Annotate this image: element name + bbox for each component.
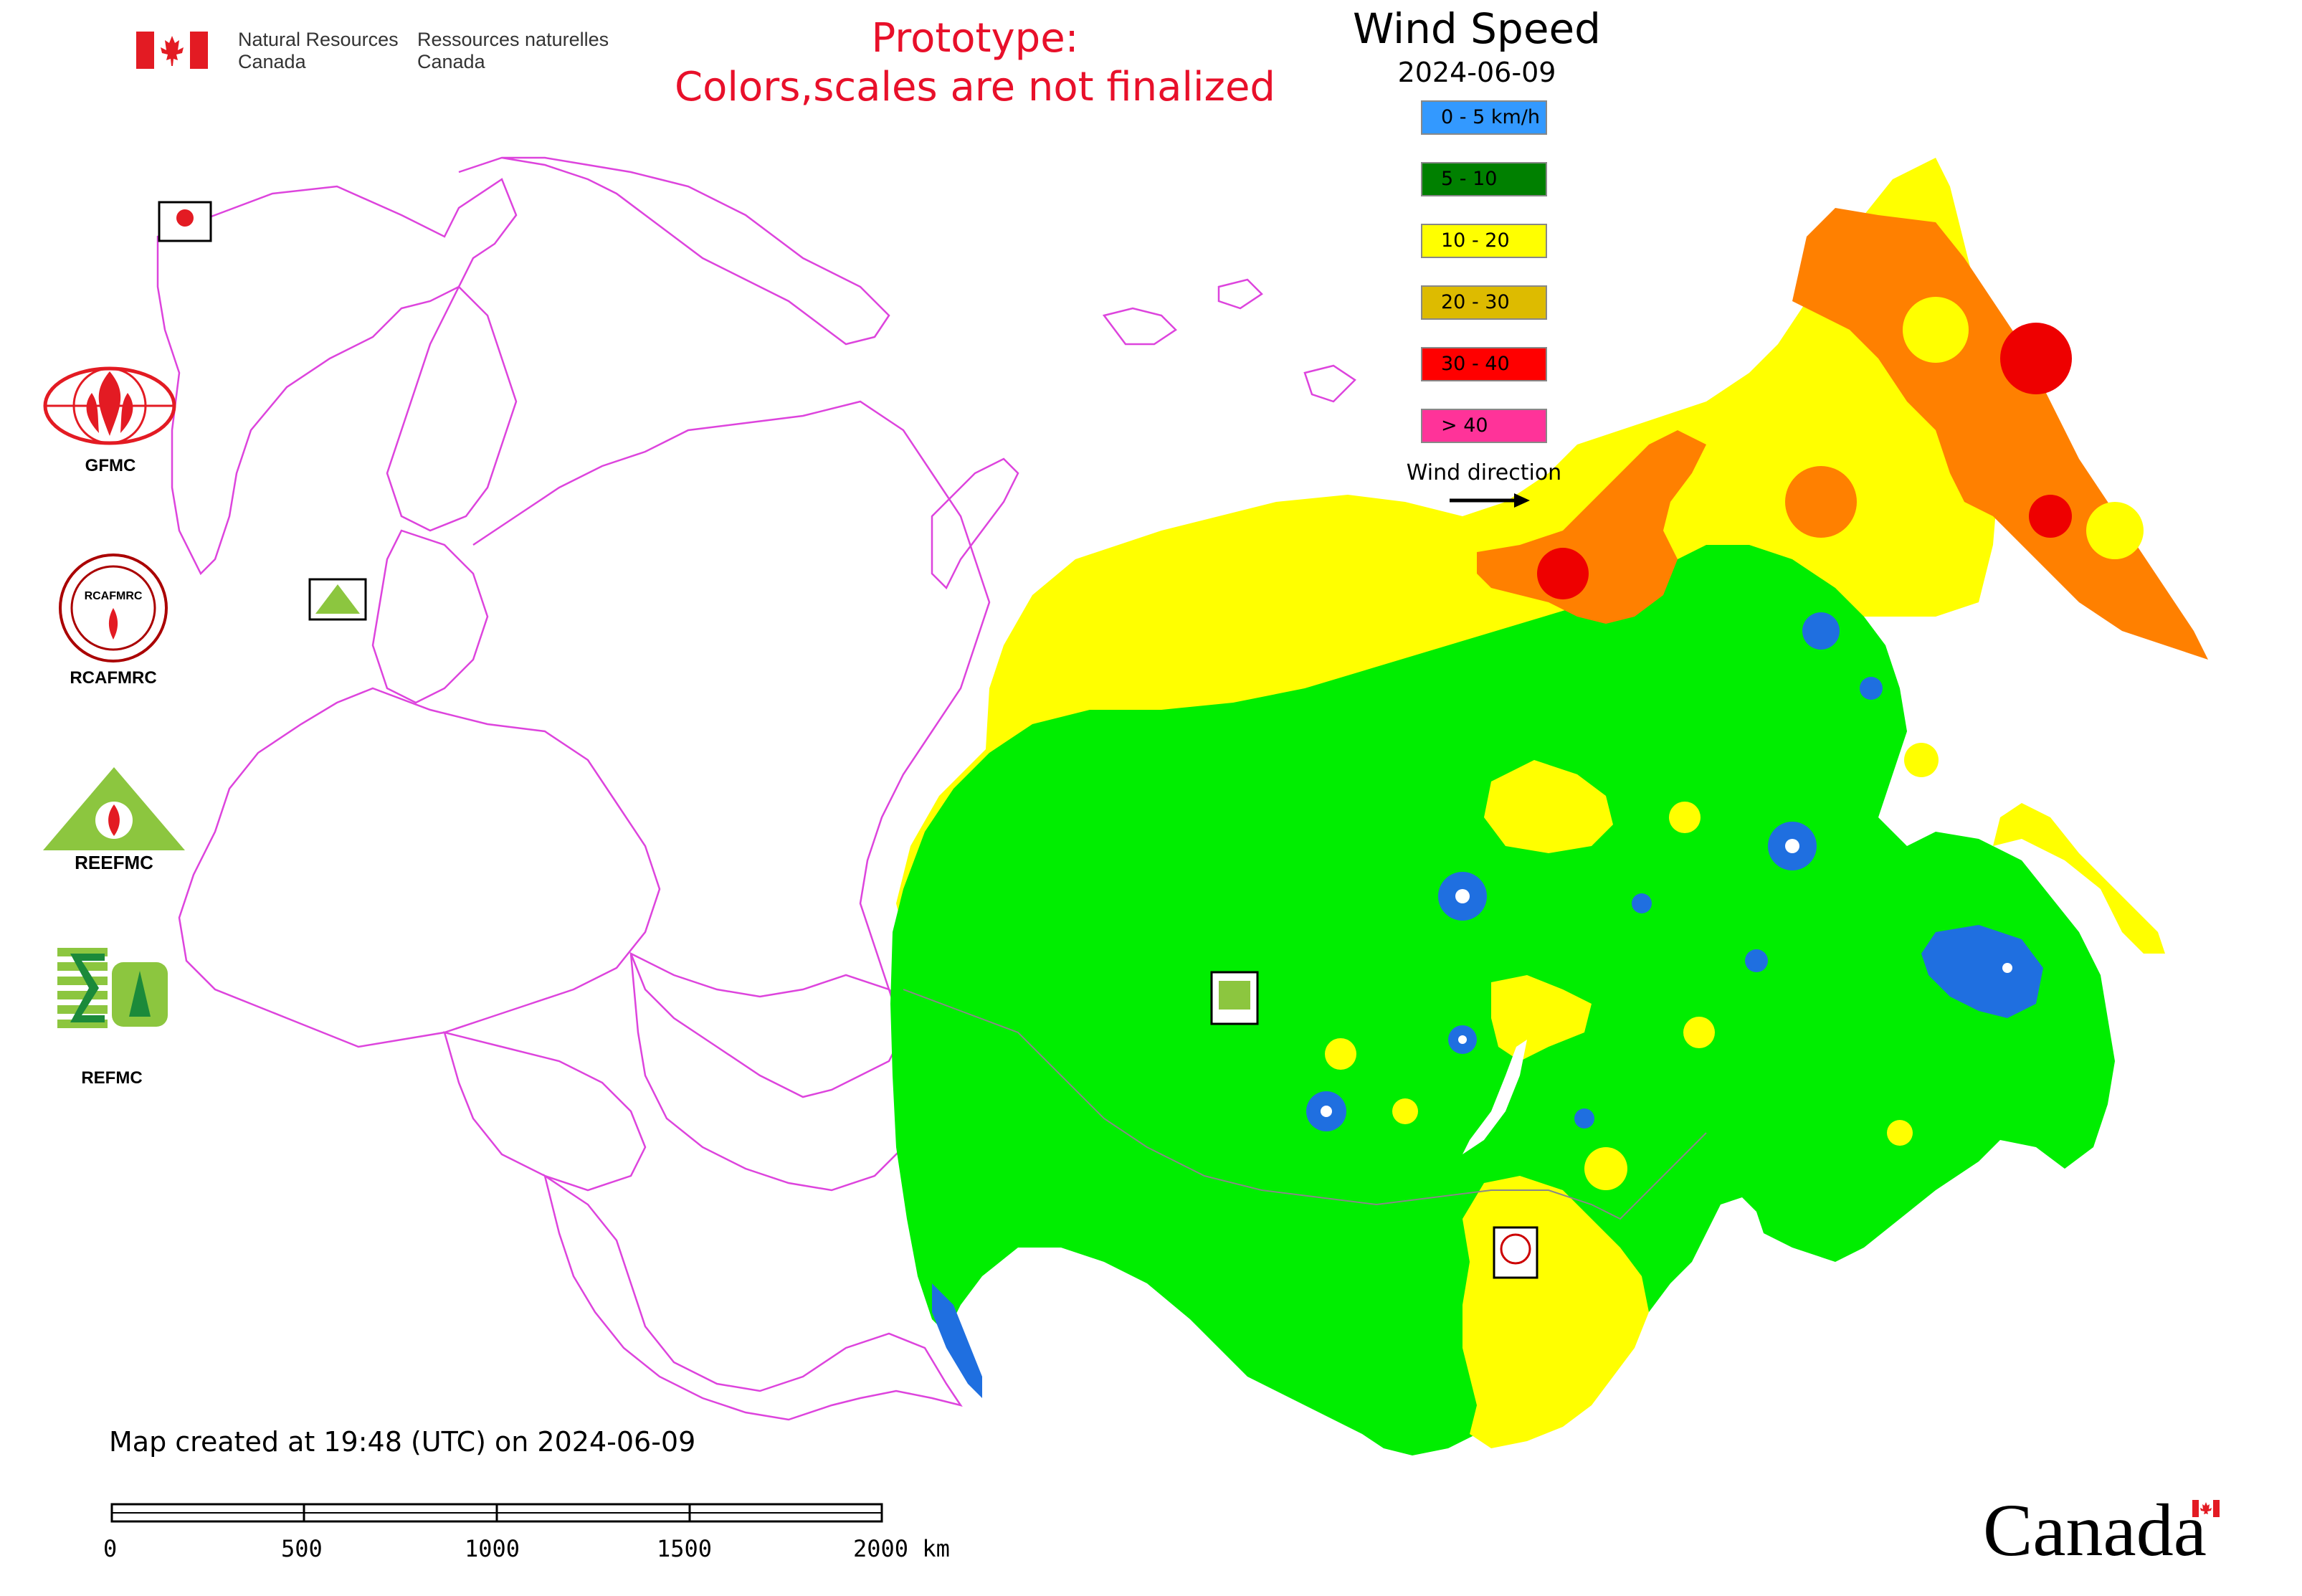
gfmc-logo-icon	[43, 366, 176, 445]
scandinavia-outline	[156, 178, 518, 576]
wind-zone-10-20-spot	[1584, 1147, 1627, 1190]
legend-item-label: 5 - 10	[1441, 168, 1498, 190]
legend-item: 5 - 10	[1421, 162, 1547, 196]
kola-outline	[458, 156, 890, 346]
wind-zone-30-40-spot	[1537, 548, 1589, 599]
legend-item: 30 - 40	[1421, 347, 1547, 381]
legend-item: 20 - 30	[1421, 285, 1547, 320]
internal-border-line	[903, 989, 1707, 1220]
scale-tick-label: 1000	[465, 1535, 520, 1562]
prototype-line1: Prototype:	[871, 15, 1079, 62]
canada-wordmark-text: Canad	[1983, 1489, 2174, 1572]
prototype-notice: Prototype: Colors,scales are not finaliz…	[645, 14, 1305, 112]
legend-item-label: 10 - 20	[1441, 229, 1510, 252]
rcafmrc-label: RCAFMRC	[70, 668, 157, 688]
canada-flag-icon	[136, 32, 208, 69]
belarus-ukraine-outline	[178, 687, 661, 1048]
wind-zone-calm-spots	[932, 612, 2043, 1398]
ministry-en-line2: Canada	[238, 51, 306, 72]
wind-zone-20-30-arctic	[1477, 430, 1706, 624]
legend-item: > 40	[1421, 409, 1547, 443]
wind-zone-30-40-spot	[2029, 495, 2072, 538]
scale-tick-label: 2000 km	[853, 1535, 950, 1562]
wind-zone-10-20-spot	[1683, 1017, 1715, 1048]
calm-spot-center	[2002, 963, 2012, 973]
ministry-fr-line2: Canada	[417, 51, 485, 72]
wind-zone-10-20-spot	[1325, 1038, 1356, 1070]
ministry-name-en: Natural Resources Canada	[238, 29, 399, 73]
wind-zone-10-20-spot	[1904, 743, 1939, 777]
ministry-name-fr: Ressources naturelles Canada	[417, 29, 609, 73]
calm-spot-centers	[1321, 839, 2012, 1117]
refmc-station-badge	[1219, 981, 1250, 1010]
arctic-islands-outline	[1102, 278, 1356, 403]
station-markers	[158, 201, 1538, 1279]
calm-spot-center	[1321, 1106, 1332, 1117]
kazakhstan-west-outline	[629, 951, 933, 1192]
refmc-label: REFMC	[81, 1068, 143, 1088]
wind-zone-30-40-spot	[2000, 323, 2072, 394]
wind-zone-0-5-spot	[1745, 949, 1768, 972]
refmc-logo-icon	[57, 945, 172, 1038]
legend-item-label: 20 - 30	[1441, 291, 1510, 313]
reefmc-logo-text: REEFMC	[75, 852, 153, 872]
scale-tick-label: 1500	[657, 1535, 713, 1562]
wind-zone-10-20-center-b	[1491, 975, 1592, 1061]
wind-zone-0-5-spot	[1574, 1108, 1594, 1129]
wind-zone-0-5-southwest	[932, 1283, 982, 1398]
legend-item-label: 0 - 5 km/h	[1441, 106, 1540, 128]
lake-baikal	[1462, 1040, 1527, 1154]
prototype-line2: Colors,scales are not finalized	[675, 64, 1275, 110]
scale-tick-label: 0	[103, 1535, 118, 1562]
wind-direction-arrow-icon	[1450, 493, 1530, 508]
legend-title: Wind Speed	[1352, 4, 1602, 53]
finland-outline	[386, 285, 518, 532]
rcafmrc-station-badge	[1500, 1233, 1531, 1265]
map-created-timestamp: Map created at 19:48 (UTC) on 2024-06-09	[109, 1426, 696, 1458]
wind-zone-10-20-spot	[1669, 802, 1701, 833]
scale-bar	[110, 1503, 883, 1523]
wind-zone-10-20-spot	[1903, 297, 1969, 363]
reefmc-logo-icon: REEFMC	[43, 767, 185, 872]
calm-spot-center	[1785, 839, 1799, 853]
canada-wordmark: Canada	[1983, 1491, 2207, 1570]
caucasus-outline	[443, 1031, 647, 1192]
wind-direction-label: Wind direction	[1406, 460, 1562, 485]
legend-item-label: > 40	[1441, 414, 1488, 437]
ministry-en-line1: Natural Resources	[238, 29, 399, 50]
rcafmrc-logo-icon: RCAFMRC	[59, 554, 168, 662]
wind-zone-10-20-spot	[2086, 502, 2144, 559]
wind-field	[890, 158, 2208, 1455]
scale-tick-label: 500	[281, 1535, 323, 1562]
wordmark-flag-icon	[2192, 1500, 2220, 1517]
baltic-outline	[371, 529, 489, 704]
central-asia-outline	[543, 1174, 963, 1421]
wind-zone-10-20-east-coast	[1993, 803, 2165, 954]
wind-zone-10-20-spot	[1887, 1120, 1913, 1146]
reefmc-station-triangle	[315, 584, 360, 614]
wind-zone-10-20-west	[896, 158, 2000, 932]
legend-item: 0 - 5 km/h	[1421, 100, 1547, 135]
ministry-fr-line1: Ressources naturelles	[417, 29, 609, 50]
wind-zone-20-30-spot	[1785, 466, 1857, 538]
wind-zone-0-5-east	[1921, 925, 2043, 1018]
novaya-zemlya-outline	[931, 457, 1019, 590]
wind-zone-10-20-spot	[1392, 1098, 1418, 1124]
calm-spot-center	[1458, 1035, 1467, 1044]
canada-wordmark-end: a	[2173, 1489, 2207, 1572]
legend-item-label: 30 - 40	[1441, 353, 1510, 375]
russia-west-outline	[472, 400, 991, 1098]
wind-zone-0-5-spot	[1802, 612, 1840, 650]
wind-zone-0-5-spot	[1632, 893, 1652, 913]
gfmc-station-flame	[176, 209, 194, 227]
rcafmrc-logo-text: RCAFMRC	[85, 590, 143, 602]
legend-date: 2024-06-09	[1397, 57, 1556, 88]
gfmc-label: GFMC	[85, 456, 136, 475]
wind-zone-10-20-center-a	[1484, 760, 1613, 853]
legend-item: 10 - 20	[1421, 224, 1547, 258]
calm-spot-center	[1455, 889, 1470, 903]
wind-zone-0-5-spot	[1860, 677, 1883, 700]
